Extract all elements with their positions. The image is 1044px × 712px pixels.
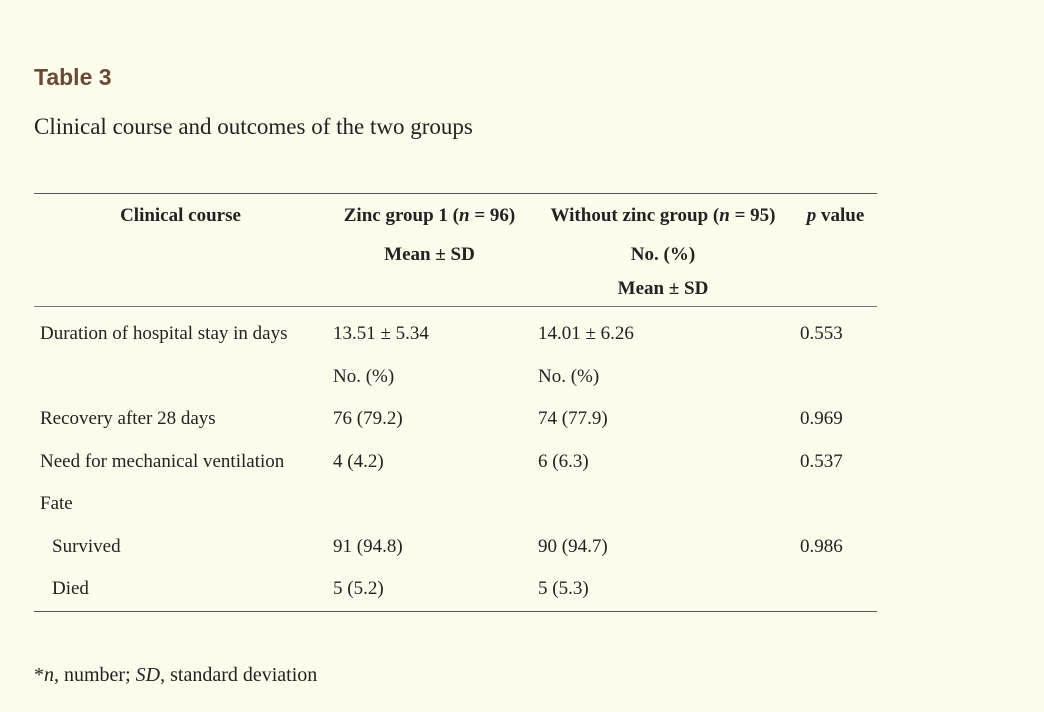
row-label <box>34 356 327 399</box>
row-zinc-value: 13.51 ± 5.34 <box>333 323 429 345</box>
row-without-value: 90 (94.7) <box>538 535 608 557</box>
row-without-value: 14.01 ± 6.26 <box>538 323 634 345</box>
table-label: Table 3 <box>34 64 112 90</box>
footnote-prefix: * <box>34 664 44 686</box>
footnote-sd: SD <box>135 664 161 686</box>
header-row-3: Mean ± SD <box>34 272 877 307</box>
table-row: Died 5 (5.2) 5 (5.3) <box>34 568 877 612</box>
row-without-value: No. (%) <box>538 365 600 387</box>
row-without-value: 5 (5.3) <box>532 568 794 612</box>
header-without-n: n <box>719 205 730 226</box>
table-row: Survived 91 (94.8) 90 (94.7) 0.986 <box>34 526 877 569</box>
header-empty <box>34 272 327 307</box>
table-header: Clinical course Zinc group 1 (n = 96) Wi… <box>34 193 877 314</box>
table-container: Clinical course Zinc group 1 (n = 96) Wi… <box>34 193 877 612</box>
row-zinc-value <box>327 483 532 526</box>
row-without-value <box>532 483 794 526</box>
row-zinc-value: 5 (5.2) <box>327 568 532 612</box>
footnote-suffix: , standard deviation <box>160 664 318 686</box>
table-row: Recovery after 28 days 76 (79.2) 74 (77.… <box>34 398 877 441</box>
header-empty <box>794 238 877 272</box>
header-without-no-pct: No. (%) <box>630 244 696 265</box>
table-caption: Clinical course and outcomes of the two … <box>34 114 473 139</box>
table-row: Duration of hospital stay in days 13.51 … <box>34 313 877 356</box>
row-zinc-value: No. (%) <box>333 365 395 387</box>
header-empty <box>794 272 877 307</box>
row-zinc-value: 4 (4.2) <box>333 450 384 472</box>
table-body: Duration of hospital stay in days 13.51 … <box>34 313 877 612</box>
row-p-value <box>794 483 877 526</box>
header-without-prefix: Without zinc group ( <box>550 205 720 226</box>
row-without-value: 6 (6.3) <box>538 450 589 472</box>
row-zinc-value: 76 (79.2) <box>333 408 403 430</box>
row-without-value: 74 (77.9) <box>538 408 608 430</box>
header-row-1: Clinical course Zinc group 1 (n = 96) Wi… <box>34 193 877 238</box>
header-p: p <box>806 205 817 226</box>
row-p-value: 0.986 <box>800 535 843 557</box>
header-without-suffix: = 95) <box>729 205 776 226</box>
header-zinc-mean-sd: Mean ± SD <box>384 244 475 265</box>
row-label: Fate <box>40 493 73 515</box>
row-label: Survived <box>52 535 121 557</box>
table-row: Fate <box>34 483 877 526</box>
row-p-value: 0.537 <box>800 450 843 472</box>
header-clinical-course: Clinical course <box>34 193 327 238</box>
header-without-zinc-group: Without zinc group (n = 95) <box>532 193 794 238</box>
row-zinc-value: 91 (94.8) <box>333 535 403 557</box>
row-p-value <box>794 568 877 612</box>
row-label: Need for mechanical ventilation <box>40 450 285 472</box>
row-p-value <box>794 356 877 399</box>
footnote-mid: , number; <box>54 664 136 686</box>
outcomes-table: Clinical course Zinc group 1 (n = 96) Wi… <box>34 193 877 612</box>
row-label: Duration of hospital stay in days <box>40 323 288 345</box>
header-zinc-prefix: Zinc group 1 ( <box>343 205 460 226</box>
table-footnote: *n, number; SD, standard deviation <box>34 664 317 687</box>
header-empty <box>327 272 532 307</box>
header-without-mean-sd: Mean ± SD <box>532 272 794 307</box>
row-p-value: 0.553 <box>800 323 843 345</box>
header-p-suffix: value <box>816 205 865 226</box>
header-empty <box>34 238 327 272</box>
footnote-n: n <box>44 664 54 686</box>
row-p-value: 0.969 <box>800 408 843 430</box>
row-label: Died <box>34 568 327 612</box>
table-row: No. (%) No. (%) <box>34 356 877 399</box>
row-label: Recovery after 28 days <box>40 408 216 430</box>
header-zinc-n: n <box>459 205 470 226</box>
header-zinc-group: Zinc group 1 (n = 96) <box>327 193 532 238</box>
header-zinc-suffix: = 96) <box>469 205 516 226</box>
header-p-value: p value <box>794 193 877 238</box>
header-row-2: Mean ± SD No. (%) <box>34 238 877 272</box>
table-row: Need for mechanical ventilation 4 (4.2) … <box>34 441 877 484</box>
